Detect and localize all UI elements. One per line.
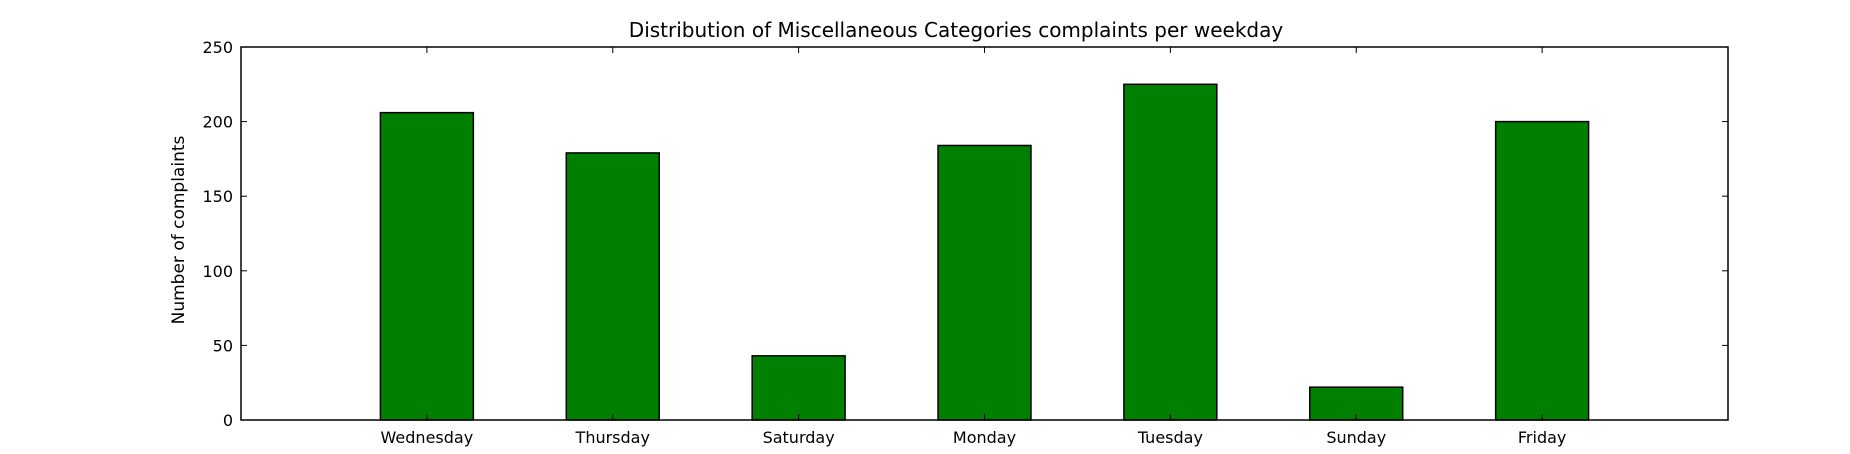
bar-monday [937, 144, 1032, 421]
y-tick-label: 0 [223, 411, 233, 430]
y-tick-label: 100 [202, 262, 233, 281]
x-tick-label: Tuesday [1137, 428, 1203, 447]
chart-title: Distribution of Miscellaneous Categories… [629, 18, 1284, 42]
x-tick-label: Sunday [1326, 428, 1386, 447]
y-tick-label: 250 [202, 38, 233, 57]
bar-thursday [565, 152, 660, 421]
y-tick-label: 150 [202, 187, 233, 206]
bar-tuesday [1123, 83, 1218, 421]
x-tick-label: Friday [1518, 428, 1567, 447]
y-axis-label: Number of complaints [169, 135, 189, 324]
x-tick-label: Saturday [763, 428, 835, 447]
bar-wednesday [379, 111, 475, 421]
x-tick-label: Monday [953, 428, 1016, 447]
y-tick-label: 200 [202, 113, 233, 132]
y-tick-label: 50 [213, 336, 233, 355]
x-tick-label: Thursday [575, 428, 650, 447]
bars-layer [379, 83, 1590, 421]
ticks-layer: Wednesday Thursday Saturday Monday Tuesday Su… [202, 38, 1728, 447]
bar-friday [1494, 120, 1590, 421]
x-tick-label: Wednesday [381, 428, 474, 447]
bar-saturday [751, 355, 846, 421]
plot-area-frame [240, 46, 1729, 421]
